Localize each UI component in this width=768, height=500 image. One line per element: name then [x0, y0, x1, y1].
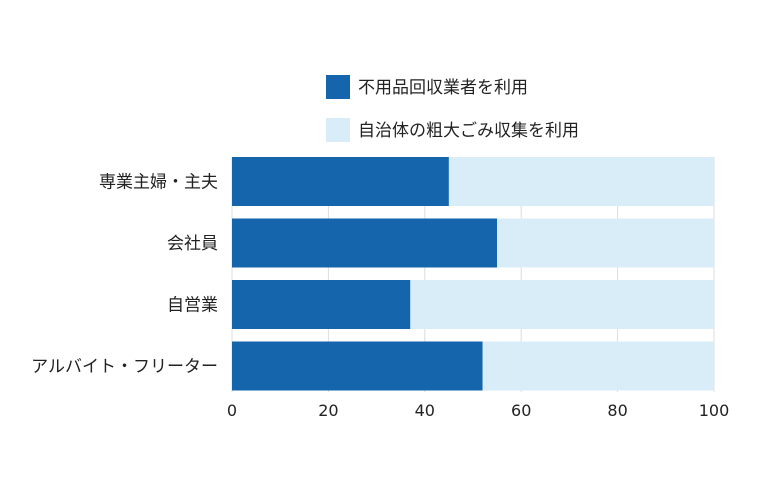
bar-jichitai-1: [497, 218, 714, 268]
bar-gyosha-2: [232, 280, 411, 329]
category-label-1: 会社員: [167, 234, 218, 254]
bar-jichitai-0: [448, 157, 714, 206]
x-axis-ticks: 0 20 40 60 80 100: [227, 401, 729, 420]
x-tick-label-1: 20: [318, 401, 338, 420]
bar-gyosha-3: [232, 341, 483, 391]
legend-swatch-0: [326, 75, 350, 99]
bar-jichitai-3: [482, 341, 714, 391]
x-tick-label-5: 100: [699, 401, 730, 420]
bar-gyosha-0: [232, 157, 449, 206]
legend-label-0: 不用品回収業者を利用: [358, 78, 528, 98]
bars: [232, 157, 714, 391]
x-tick-label-4: 80: [607, 401, 627, 420]
x-tick-label-2: 40: [415, 401, 435, 420]
x-tick-label-3: 60: [511, 401, 531, 420]
bar-gyosha-1: [232, 218, 498, 268]
legend-label-1: 自治体の粗大ごみ収集を利用: [358, 121, 579, 141]
x-tick-label-0: 0: [227, 401, 237, 420]
category-label-0: 専業主婦・主夫: [99, 173, 218, 193]
legend-swatch-1: [326, 118, 350, 142]
bar-jichitai-2: [410, 280, 714, 329]
category-label-2: 自営業: [167, 296, 218, 316]
category-label-3: アルバイト・フリーター: [31, 357, 218, 377]
